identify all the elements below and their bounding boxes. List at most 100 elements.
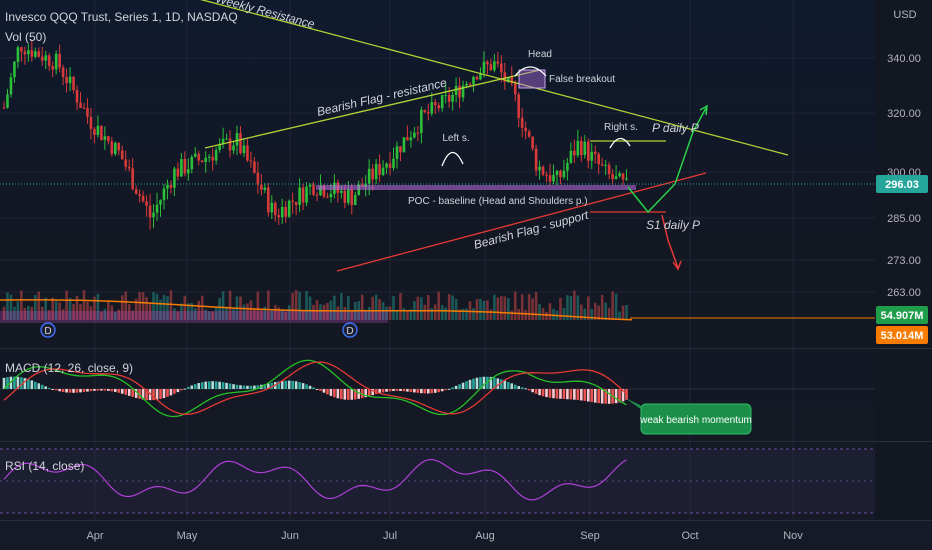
macd-histogram-bar [249,385,253,389]
macd-histogram-bar [583,389,587,401]
candle-body [593,151,597,155]
candle-body [235,133,239,146]
candle-body [141,195,145,202]
macd-histogram-bar [228,383,232,389]
head-arc [514,66,547,77]
volume-bar [600,294,604,320]
volume-bar [360,294,364,320]
volume-bar [44,297,48,320]
volume-bar [107,301,110,320]
candle-body [93,128,96,135]
macd-histogram-bar [44,386,48,389]
macd-histogram-bar [566,389,569,400]
volume-bar [614,293,618,320]
volume-bar [214,306,218,320]
candle-body [294,201,298,205]
volume-bar [183,295,187,320]
macd-histogram-bar [141,389,145,400]
macd-histogram-bar [385,389,388,392]
volume-bar [503,296,507,320]
candle-body [127,166,131,169]
volume-bar [273,305,277,320]
macd-histogram-bar [253,385,256,389]
volume-bar [451,295,454,320]
candle-body [298,187,301,205]
volume-legend[interactable]: Vol (50) [5,30,47,44]
volume-bar [367,306,371,320]
candle-body [326,196,329,198]
volume-bar [61,309,65,320]
volume-bar [260,310,263,320]
macd-histogram-bar [347,389,350,400]
volume-bar [482,300,486,320]
pane-separator[interactable] [0,348,932,349]
volume-ma-badge [876,326,928,344]
candle-body [180,159,183,177]
candle-body [280,206,284,218]
candle-body [527,131,531,137]
volume-bar [604,302,607,320]
macd-histogram-bar [120,389,124,394]
volume-bar [72,304,75,320]
candle-body [176,168,180,177]
candle-body [75,89,79,103]
candle-body [68,76,72,84]
candle-body [54,53,58,70]
candle-body [47,55,51,67]
candle-body [350,189,354,206]
candle-body [34,51,37,57]
p-daily-label: P daily P [652,121,699,135]
volume-bar [458,309,461,320]
candle-body [566,162,569,171]
candle-body [23,51,27,55]
volume-bar [145,297,148,320]
candle-body [113,142,117,155]
volume-bar [576,295,580,320]
macd-legend[interactable]: MACD (12, 26, close, 9) [5,361,134,375]
candle-body [545,174,548,176]
candle-body [371,168,374,180]
volume-bar [221,291,225,320]
candle-body [489,64,493,71]
symbol-title: Invesco QQQ Trust, Series 1, 1D, NASDAQ [5,10,238,24]
macd-histogram-bar [58,389,61,392]
candle-body [447,94,451,102]
macd-histogram-bar [138,389,141,399]
price-tick-label: 285.00 [887,213,921,225]
volume-bar [392,296,395,320]
volume-bar [374,294,378,320]
macd-histogram-bar [51,389,54,390]
volume-bar [37,291,41,320]
candle-body [600,164,604,166]
rsi-legend[interactable]: RSI (14, close) [5,459,85,473]
candle-body [207,156,211,158]
macd-histogram-bar [399,389,402,392]
macd-histogram-bar [479,377,482,389]
candle-body [183,159,187,174]
pane-separator[interactable] [0,441,932,442]
macd-histogram-bar [559,389,562,399]
macd-histogram-bar [155,389,159,400]
volume-bar [350,310,354,320]
candle-body [496,61,500,64]
candle-body [392,158,395,168]
volume-bar [496,297,500,320]
macd-histogram-bar [517,386,521,389]
candle-body [611,173,614,180]
volume-bar [246,303,249,320]
volume-badge [876,306,928,324]
macd-histogram-bar [221,382,225,389]
macd-histogram-bar [569,389,573,400]
candle-body [524,127,527,132]
candle-body [531,136,534,149]
candle-body [444,94,447,96]
macd-histogram-bar [496,378,500,389]
candle-body [228,138,232,151]
macd-histogram-bar [294,381,298,389]
candle-body [433,102,437,106]
volume-badge-text: 54.907M [881,310,924,322]
volume-bar [263,306,267,320]
candle-body [472,76,475,85]
